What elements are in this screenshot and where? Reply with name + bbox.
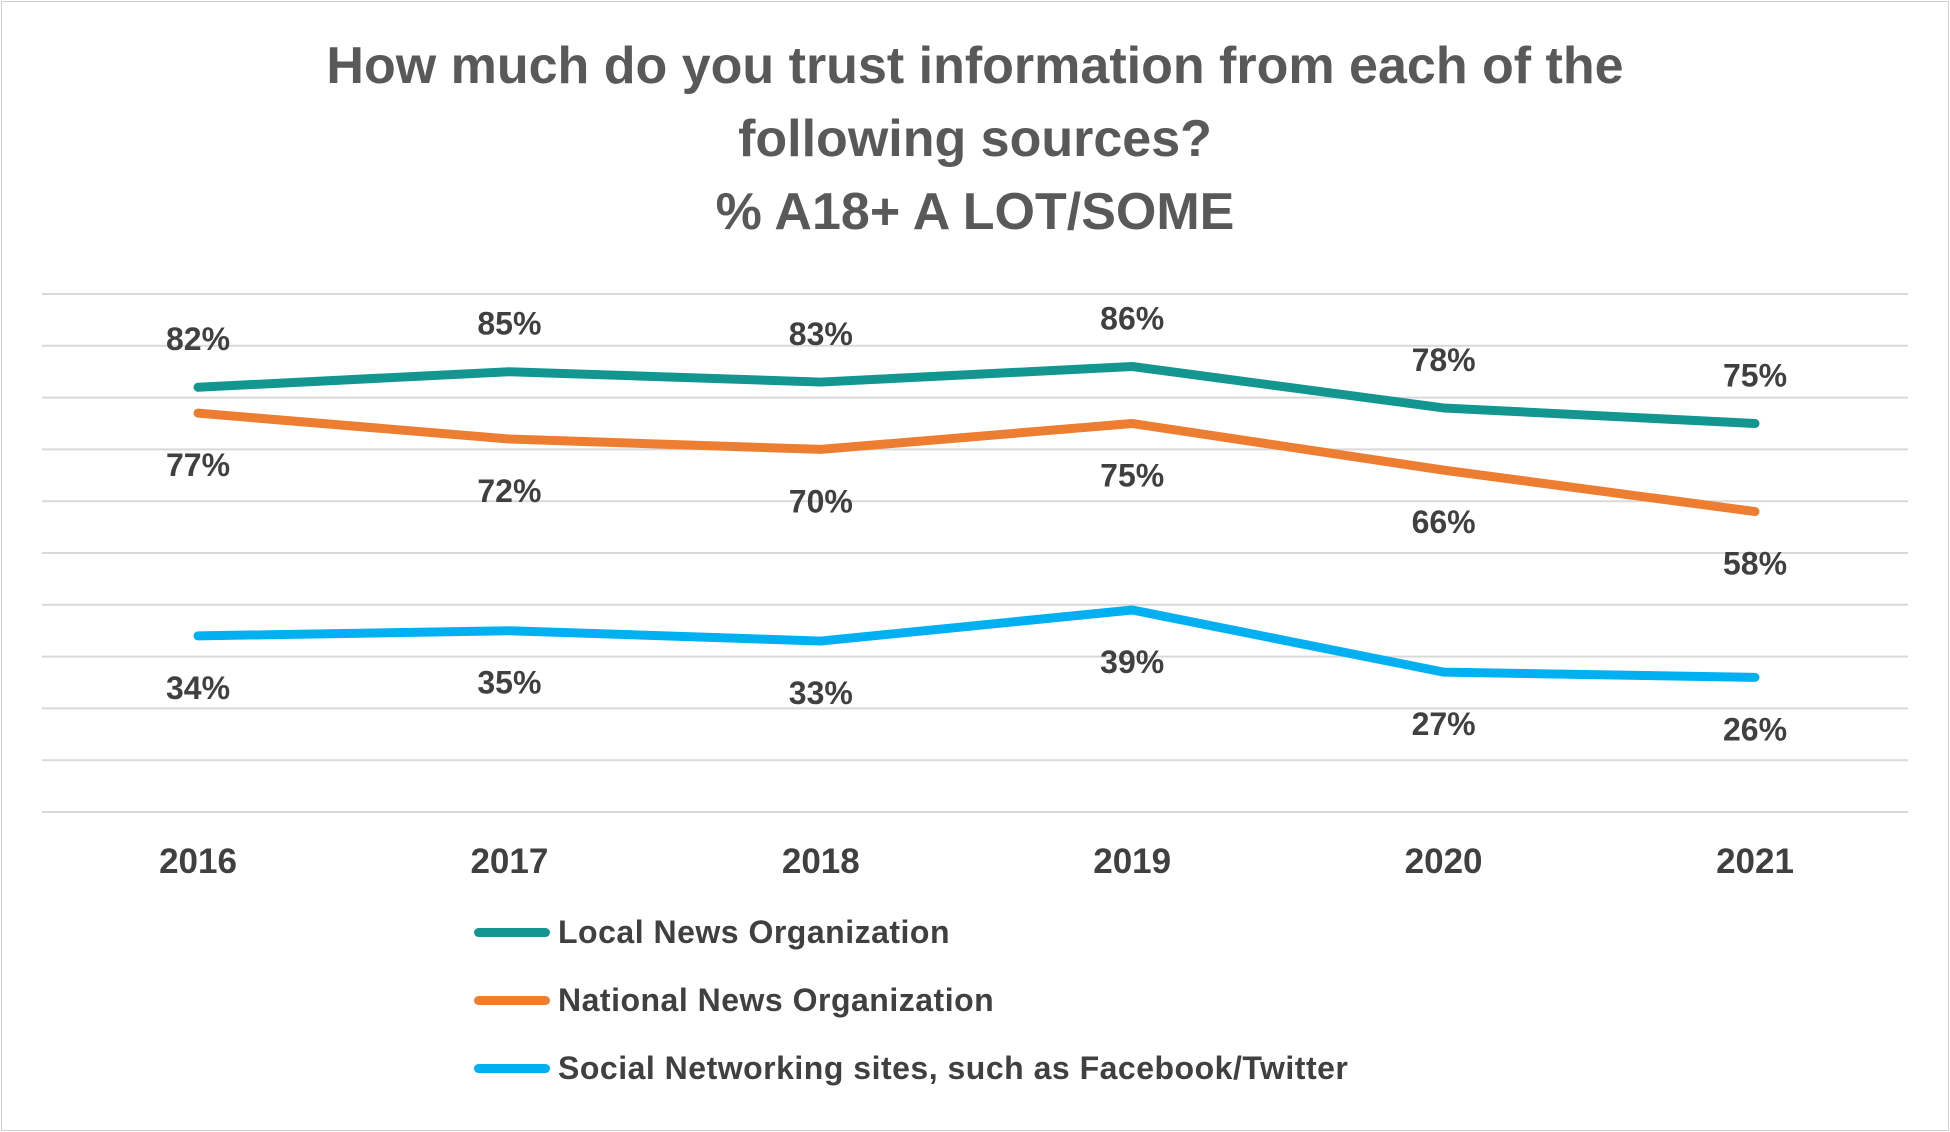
legend-item-social-networking: Social Networking sites, such as Faceboo…	[474, 1048, 1348, 1088]
data-label: 34%	[166, 670, 230, 706]
x-tick-label: 2018	[782, 842, 860, 881]
legend: Local News Organization National News Or…	[474, 912, 1348, 1116]
series-lines	[193, 362, 1760, 682]
legend-swatch-national-news	[474, 995, 550, 1005]
data-label: 82%	[166, 321, 230, 357]
legend-item-local-news: Local News Organization	[474, 912, 1348, 952]
x-tick-label: 2017	[470, 842, 548, 881]
data-label: 75%	[1723, 358, 1787, 394]
data-label: 83%	[789, 316, 853, 352]
x-tick-label: 2020	[1405, 842, 1483, 881]
data-label: 58%	[1723, 546, 1787, 582]
data-label: 85%	[477, 306, 541, 342]
data-label: 77%	[166, 447, 230, 483]
legend-swatch-local-news	[474, 927, 550, 937]
gridlines	[42, 293, 1908, 813]
chart-title-line-3: % A18+ A LOT/SOME	[715, 183, 1235, 241]
data-label: 72%	[477, 473, 541, 509]
data-label: 35%	[477, 665, 541, 701]
series-line-social-networking	[193, 605, 1760, 682]
data-label: 39%	[1100, 644, 1164, 680]
legend-item-national-news: National News Organization	[474, 980, 1348, 1020]
data-label: 78%	[1412, 342, 1476, 378]
x-tick-label: 2021	[1716, 842, 1794, 881]
chart-title-line-2: following sources?	[738, 110, 1212, 168]
data-label: 70%	[789, 483, 853, 519]
x-tick-label: 2016	[159, 842, 237, 881]
data-label: 33%	[789, 675, 853, 711]
chart-title: How much do you trust information from e…	[0, 30, 1950, 249]
legend-label-national-news: National News Organization	[558, 981, 995, 1018]
data-label: 75%	[1100, 458, 1164, 494]
legend-label-local-news: Local News Organization	[558, 913, 951, 950]
series-line-local-news	[193, 362, 1760, 428]
chart-title-line-1: How much do you trust information from e…	[326, 37, 1624, 95]
data-label: 86%	[1100, 301, 1164, 337]
legend-label-social-networking: Social Networking sites, such as Faceboo…	[558, 1049, 1349, 1086]
series-line-national-news	[193, 408, 1760, 517]
x-tick-label: 2019	[1093, 842, 1171, 881]
data-labels: 82% 85% 83% 86% 78% 75% 77% 72% 70% 75% 66% 58% 34% 3…	[166, 301, 1787, 748]
data-label: 27%	[1412, 706, 1476, 742]
x-axis: 2016 2017 2018 2019 2020 2021	[159, 842, 1794, 881]
data-label: 66%	[1412, 504, 1476, 540]
legend-swatch-social-networking	[474, 1063, 550, 1073]
data-label: 26%	[1723, 711, 1787, 747]
